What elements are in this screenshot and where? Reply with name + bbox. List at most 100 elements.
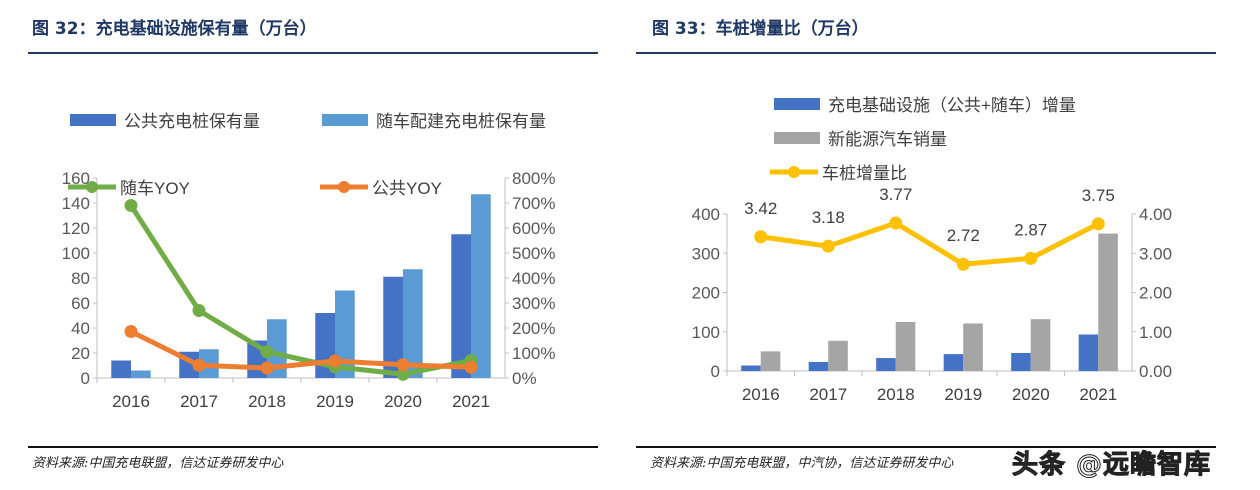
chart1-bar	[451, 234, 471, 378]
chart1-line-point	[260, 345, 274, 359]
chart1-line-point	[124, 199, 138, 212]
chart1-bar	[335, 290, 355, 378]
chart2-y2-tick-label: 2.00	[1139, 284, 1172, 303]
chart1-bar	[383, 276, 403, 378]
chart2-data-label: 3.42	[744, 199, 777, 218]
chart1-legend-marker	[338, 181, 350, 193]
chart2-x-tick-label: 2018	[877, 385, 915, 404]
chart2-y-tick-label: 200	[692, 284, 720, 303]
chart1-bar	[131, 370, 151, 378]
chart1-x-tick-label: 2020	[384, 392, 422, 411]
chart2-data-label: 2.87	[1014, 220, 1047, 239]
chart1-line-point	[192, 358, 206, 372]
chart1-y2-tick-label: 300%	[512, 294, 555, 313]
chart2-bar	[1030, 319, 1051, 371]
chart2-bar	[963, 323, 983, 371]
chart2-x-tick-label: 2019	[944, 385, 982, 404]
chart1-line-point	[124, 325, 138, 338]
chart1-y-tick-label: 160	[62, 169, 90, 188]
right-chart-title: 图 33：车桩增量比（万台）	[652, 19, 869, 39]
chart1-line-point	[396, 358, 410, 372]
chart2-legend-marker	[788, 166, 800, 178]
chart1-y2-tick-label: 600%	[512, 219, 555, 238]
chart2-y-tick-label: 400	[692, 205, 720, 224]
chart1-legend-label: 公共YOY	[372, 179, 442, 198]
chart2-data-label: 3.77	[879, 185, 912, 204]
chart1-x-tick-label: 2017	[180, 392, 218, 411]
chart1-bar	[471, 194, 491, 378]
chart1-y2-tick-label: 500%	[512, 244, 555, 263]
chart2-bar	[943, 354, 964, 371]
chart1-y-tick-label: 120	[62, 219, 90, 238]
chart2-line-point	[889, 216, 903, 230]
chart2-bar	[895, 321, 916, 371]
chart2-line-point	[754, 230, 768, 244]
chart1-bar	[267, 319, 287, 378]
chart2-line-point	[1091, 217, 1105, 231]
chart2-bar	[1098, 233, 1118, 371]
chart2-y2-tick-label: 4.00	[1139, 205, 1172, 224]
right-title-rule	[636, 52, 1216, 54]
chart2-bar	[808, 361, 829, 371]
left-source: 资料来源:中国充电联盟，信达证券研发中心	[32, 456, 284, 471]
chart1-legend-label: 公共充电桩保有量	[124, 112, 260, 131]
chart1-y2-tick-label: 200%	[512, 319, 555, 338]
chart1-y-tick-label: 60	[71, 294, 90, 313]
chart2-y-tick-label: 100	[692, 323, 720, 342]
chart2-y2-tick-label: 3.00	[1139, 244, 1172, 263]
chart2-data-label: 3.18	[812, 208, 845, 227]
left-footer-rule	[28, 446, 598, 448]
chart2-line-point	[821, 239, 835, 253]
chart1-legend-marker	[86, 181, 98, 193]
chart1-y-tick-label: 140	[62, 194, 90, 213]
chart2-bar	[760, 351, 781, 371]
chart2-line-series	[760, 220, 1100, 267]
chart2-legend-label: 新能源汽车销量	[828, 130, 947, 149]
chart1-y-tick-label: 80	[71, 269, 90, 288]
chart2-legend-swatch	[774, 132, 820, 144]
chart1-x-tick-label: 2021	[452, 392, 490, 411]
chart2-x-tick-label: 2020	[1012, 385, 1050, 404]
chart2-bar	[876, 358, 896, 371]
chart2-legend-label: 充电基础设施（公共+随车）增量	[828, 96, 1076, 115]
chart1-y-tick-label: 40	[71, 319, 90, 338]
chart2-y2-tick-label: 0.00	[1139, 362, 1172, 381]
chart2-legend-label: 车桩增量比	[822, 164, 907, 183]
chart2-bar	[1011, 352, 1031, 371]
left-title-rule	[28, 52, 598, 54]
right-source: 资料来源:中国充电联盟，中汽协，信达证券研发中心	[650, 456, 954, 471]
chart1-y2-tick-label: 400%	[512, 269, 555, 288]
chart2-bar	[741, 365, 761, 371]
watermark: 头条 @远瞻智库	[1011, 450, 1212, 481]
chart1-legend-swatch	[322, 114, 368, 126]
chart1-line-point	[260, 361, 274, 375]
chart1-bar	[403, 269, 423, 378]
chart1-y2-tick-label: 100%	[512, 344, 555, 363]
chart2-x-tick-label: 2016	[742, 385, 780, 404]
chart2-line-point	[1024, 251, 1038, 265]
chart1-x-tick-label: 2019	[316, 392, 354, 411]
chart1-legend-label: 随车配建充电桩保有量	[376, 112, 546, 131]
chart1-y2-tick-label: 700%	[512, 194, 555, 213]
chart1-y2-tick-label: 0%	[512, 369, 537, 388]
chart1-line-series	[129, 329, 472, 371]
chart2-y-tick-label: 300	[692, 244, 720, 263]
left-chart-title: 图 32：充电基础设施保有量（万台）	[32, 19, 317, 39]
right-footer-rule	[636, 446, 1216, 448]
chart1-line-point	[192, 304, 206, 317]
chart1-bar	[111, 360, 131, 378]
chart2-data-label: 2.72	[947, 226, 980, 245]
chart1-y-tick-label: 0	[81, 369, 90, 388]
chart2-y2-tick-label: 1.00	[1139, 323, 1172, 342]
chart2-x-tick-label: 2017	[809, 385, 847, 404]
chart2-bar	[828, 340, 848, 371]
chart1-line-point	[328, 354, 342, 368]
chart1-line-point	[464, 360, 478, 374]
chart1-legend-label: 随车YOY	[120, 179, 190, 198]
chart2-data-label: 3.75	[1082, 186, 1115, 205]
chart1-line-series	[128, 204, 472, 377]
chart2-y-tick-label: 0	[711, 362, 720, 381]
chart1-y-tick-label: 20	[71, 344, 90, 363]
chart1-legend-swatch	[70, 114, 116, 126]
